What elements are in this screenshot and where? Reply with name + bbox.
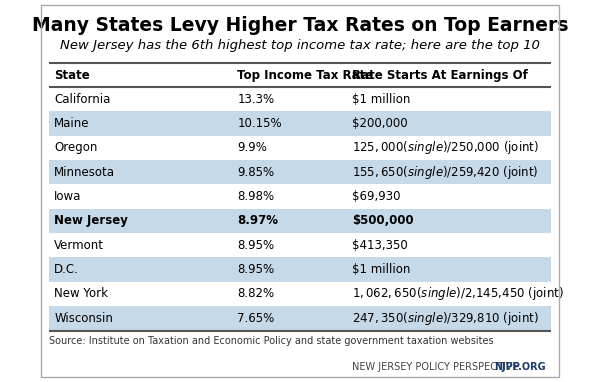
Text: 10.15%: 10.15% [237,117,282,130]
Text: $155,650 (single)/$259,420 (joint): $155,650 (single)/$259,420 (joint) [352,163,539,181]
Text: State: State [54,70,90,83]
Text: Maine: Maine [54,117,90,130]
Text: Oregon: Oregon [54,141,98,154]
Text: $1,062,650 (single)/$2,145,450 (joint): $1,062,650 (single)/$2,145,450 (joint) [352,285,564,303]
Text: NJPP.ORG: NJPP.ORG [494,363,546,372]
Text: $1 million: $1 million [352,263,410,276]
Text: New Jersey: New Jersey [54,214,128,227]
Bar [49,257,551,282]
Text: Vermont: Vermont [54,239,104,252]
Bar [49,160,551,184]
Text: Top Income Tax Rate: Top Income Tax Rate [237,70,373,83]
Text: New Jersey has the 6th highest top income tax rate; here are the top 10: New Jersey has the 6th highest top incom… [60,39,540,52]
Text: Source: Institute on Taxation and Economic Policy and state government taxation : Source: Institute on Taxation and Econom… [49,336,494,346]
Text: 13.3%: 13.3% [237,92,274,105]
Text: New York: New York [54,287,108,301]
Bar [49,209,551,233]
Bar [49,233,551,257]
Bar [49,136,551,160]
Text: $1 million: $1 million [352,92,410,105]
Text: $69,930: $69,930 [352,190,401,203]
Text: Minnesota: Minnesota [54,166,115,179]
Text: 9.9%: 9.9% [237,141,267,154]
Text: California: California [54,92,110,105]
Bar [49,306,551,330]
Text: 7.65%: 7.65% [237,312,274,325]
Text: 8.98%: 8.98% [237,190,274,203]
Text: 8.82%: 8.82% [237,287,274,301]
Text: $500,000: $500,000 [352,214,414,227]
Bar [49,111,551,136]
Text: $125,000 (single)/$250,000 (joint): $125,000 (single)/$250,000 (joint) [352,139,539,156]
Bar [49,184,551,209]
Text: Rate Starts At Earnings Of: Rate Starts At Earnings Of [352,70,528,83]
Text: Iowa: Iowa [54,190,82,203]
Text: NEW JERSEY POLICY PERSPECTIVE: NEW JERSEY POLICY PERSPECTIVE [352,363,519,372]
Text: Wisconsin: Wisconsin [54,312,113,325]
Bar [49,87,551,111]
Text: 8.95%: 8.95% [237,239,274,252]
Text: D.C.: D.C. [54,263,79,276]
Text: Many States Levy Higher Tax Rates on Top Earners: Many States Levy Higher Tax Rates on Top… [32,16,568,35]
Text: $413,350: $413,350 [352,239,408,252]
Bar [49,65,551,87]
Bar [49,282,551,306]
Text: $247,350 (single)/$329,810 (joint): $247,350 (single)/$329,810 (joint) [352,310,539,327]
Text: 8.95%: 8.95% [237,263,274,276]
Text: 9.85%: 9.85% [237,166,274,179]
Text: 8.97%: 8.97% [237,214,278,227]
Text: $200,000: $200,000 [352,117,408,130]
